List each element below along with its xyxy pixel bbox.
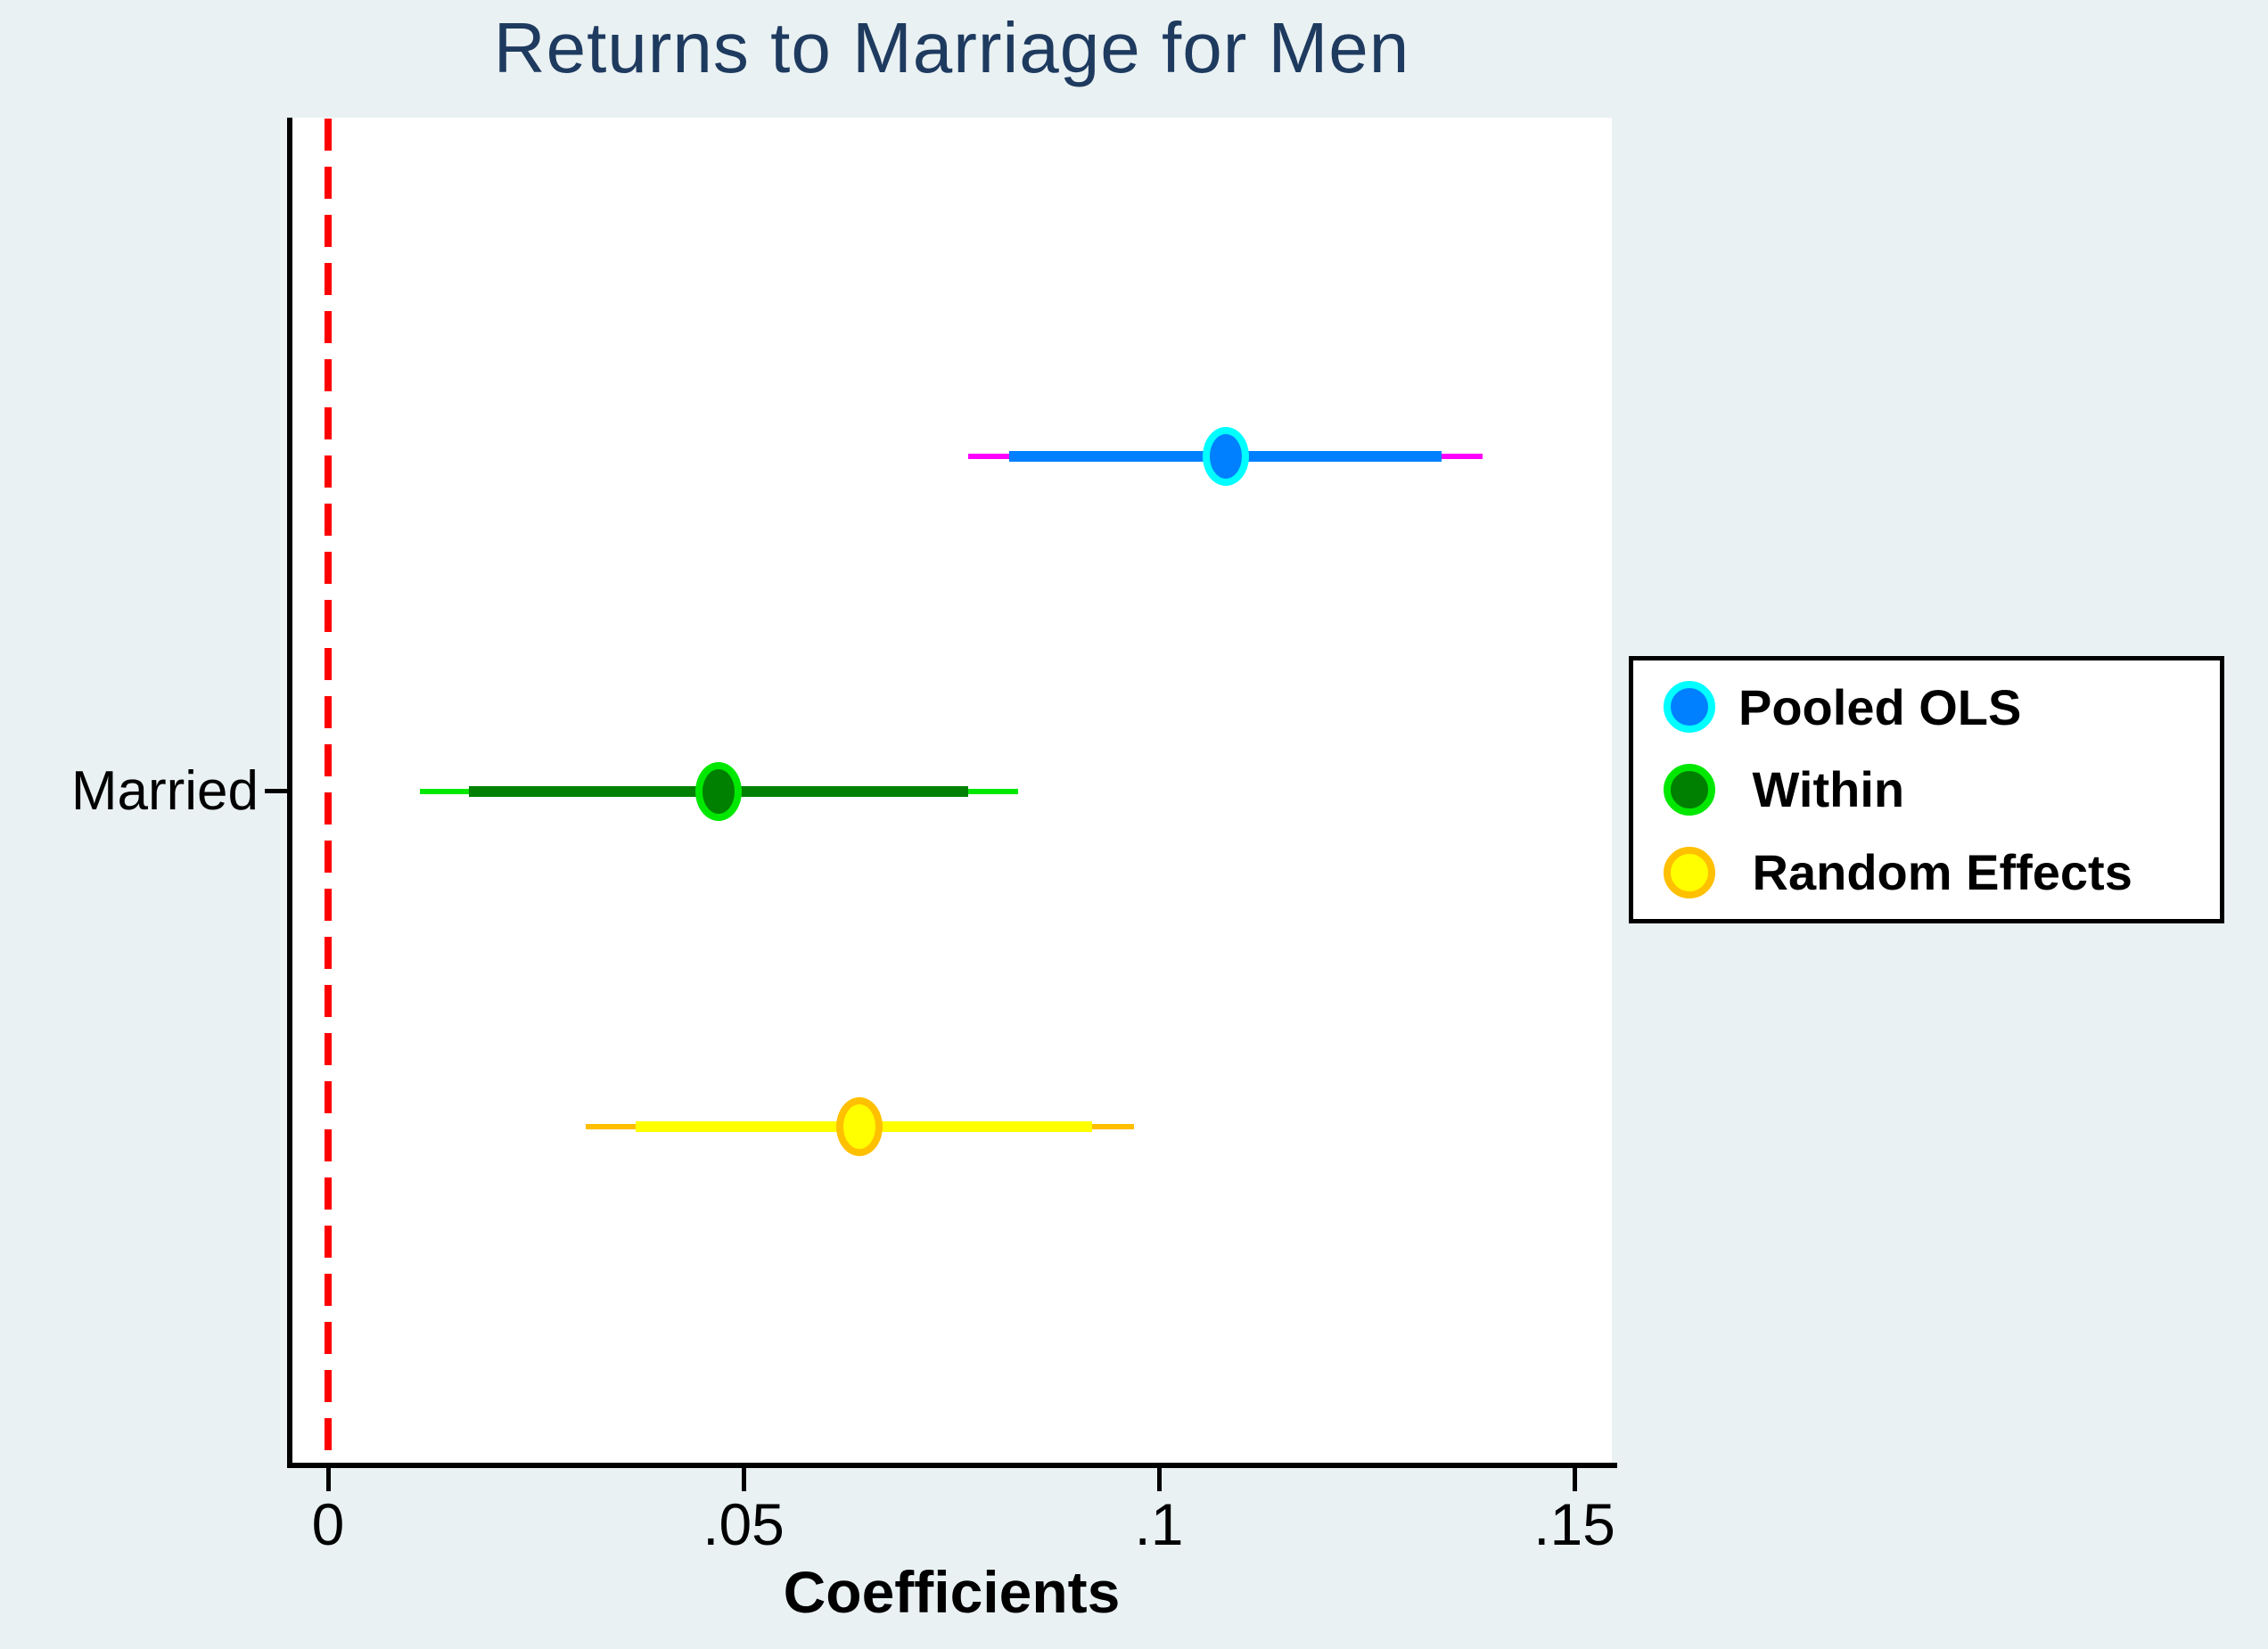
- legend-marker-pooled-ols-icon: [1664, 681, 1715, 734]
- point-estimate-marker-within: [695, 762, 743, 821]
- x-axis-line: [287, 1463, 1617, 1468]
- zero-reference-line: [325, 119, 332, 1463]
- chart-title: Returns to Marriage for Men: [493, 8, 1410, 87]
- legend: Pooled OLS Within Random Effects: [1629, 656, 2224, 923]
- legend-label-pooled-ols: Pooled OLS: [1738, 678, 2022, 735]
- legend-label-random-effects: Random Effects: [1738, 844, 2132, 901]
- legend-row-random-effects: Random Effects: [1664, 843, 2220, 901]
- x-tick-label: 0: [311, 1491, 345, 1557]
- legend-row-pooled-ols: Pooled OLS: [1664, 678, 2220, 736]
- y-category-label: Married: [70, 760, 259, 822]
- x-axis-title: Coefficients: [783, 1559, 1121, 1625]
- y-tick-married: [265, 789, 292, 793]
- legend-label-within: Within: [1738, 761, 1905, 818]
- x-tick-mark: [1157, 1468, 1162, 1491]
- x-tick-label: .05: [703, 1491, 785, 1557]
- point-estimate-marker-pooled-ols: [1202, 427, 1249, 486]
- legend-marker-random-effects-icon: [1664, 846, 1715, 898]
- x-tick-mark: [326, 1468, 331, 1491]
- legend-marker-within-icon: [1664, 763, 1715, 816]
- legend-row-within: Within: [1664, 760, 2220, 818]
- x-tick-mark: [1573, 1468, 1577, 1491]
- x-tick-mark: [742, 1468, 746, 1491]
- x-tick-label: .1: [1134, 1491, 1184, 1557]
- point-estimate-marker-random-effects: [836, 1097, 883, 1156]
- x-tick-label: .15: [1533, 1491, 1615, 1557]
